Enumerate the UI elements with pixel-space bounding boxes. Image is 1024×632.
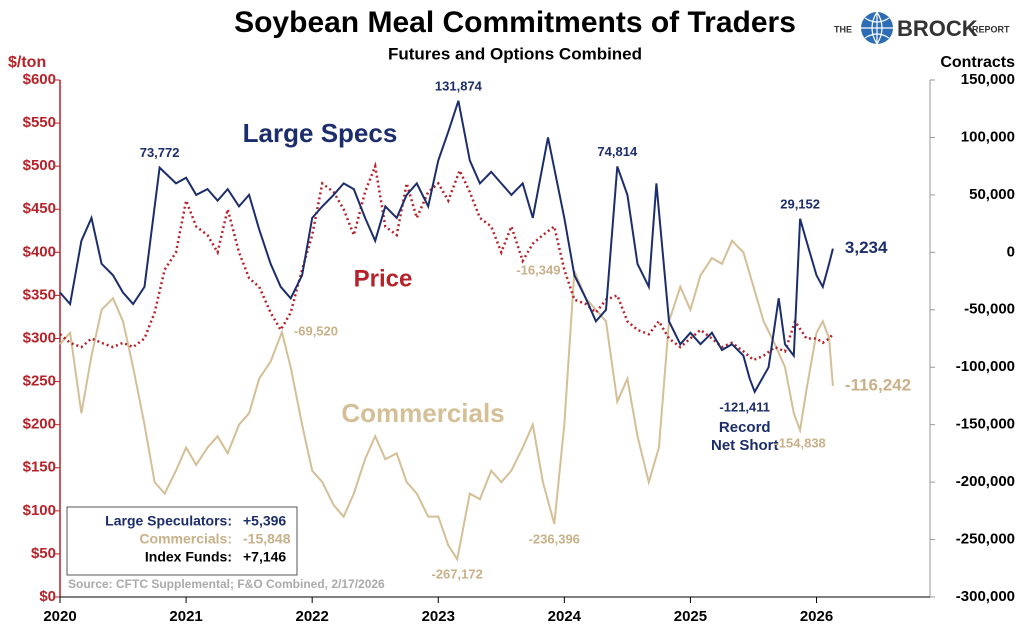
y-tick-label: $400 (23, 243, 56, 260)
series-name: Large Specs (243, 118, 398, 148)
point-label: 29,152 (780, 196, 820, 211)
y-tick-label: $0 (39, 588, 56, 605)
chart-title: Soybean Meal Commitments of Traders (234, 6, 796, 39)
y-tick-label: $50 (31, 545, 56, 562)
x-tick-label: 2023 (422, 608, 455, 625)
series-line (59, 100, 834, 395)
y2-tick-label: 50,000 (969, 186, 1015, 203)
logo-text: BROCK (897, 16, 978, 41)
y2-axis-label: Contracts (940, 54, 1015, 71)
summary-box (66, 506, 298, 576)
point-label: 73,772 (140, 145, 180, 160)
x-tick-label: 2022 (295, 608, 328, 625)
y-tick-label: $500 (23, 157, 56, 174)
annotation-note: Record (719, 419, 771, 436)
series-name: Price (354, 265, 413, 292)
annotation-note: Net Short (711, 437, 779, 454)
logo: THE BROCK REPORT (834, 11, 1010, 45)
series-line (59, 239, 834, 562)
y-tick-label: $600 (23, 71, 56, 88)
y-tick-label: $450 (23, 200, 56, 217)
y-tick-label: $350 (23, 286, 56, 303)
y-tick-label: $250 (23, 373, 56, 390)
y2-tick-label: -50,000 (964, 301, 1015, 318)
point-label: -69,520 (294, 324, 338, 339)
y2-tick-label: 150,000 (961, 71, 1015, 88)
point-label: 131,874 (435, 78, 483, 93)
point-label: -16,349 (516, 263, 560, 278)
logo-grid (861, 11, 893, 45)
y-tick-label: $300 (23, 329, 56, 346)
point-label: 74,814 (597, 144, 638, 159)
point-label: -236,396 (529, 531, 580, 546)
point-label: -116,242 (845, 375, 911, 394)
x-tick-label: 2025 (674, 608, 707, 625)
y2-tick-label: -250,000 (956, 531, 1015, 548)
y2-tick-label: -150,000 (956, 416, 1015, 433)
point-label: -121,411 (719, 399, 770, 414)
y2-tick-label: -100,000 (956, 358, 1015, 375)
logo-text: THE (834, 24, 852, 34)
x-tick-label: 2024 (548, 608, 582, 625)
y-tick-label: $550 (23, 114, 56, 131)
series-line (59, 161, 834, 362)
summary-value: -15,848 (243, 531, 291, 547)
chart-subtitle: Futures and Options Combined (388, 44, 642, 63)
logo-text: REPORT (972, 24, 1010, 34)
summary-value: +5,396 (243, 513, 286, 529)
summary-value: +7,146 (243, 549, 286, 565)
source-note: Source: CFTC Supplemental; F&O Combined,… (68, 577, 385, 591)
y-tick-label: $200 (23, 416, 56, 433)
y2-tick-label: 0 (1007, 243, 1015, 260)
y-tick-label: $150 (23, 459, 56, 476)
y-axis-label: $/ton (8, 54, 46, 71)
x-tick-label: 2026 (800, 608, 833, 625)
series-name: Commercials (341, 398, 504, 428)
summary-name: Commercials: (139, 531, 232, 547)
x-tick-label: 2020 (43, 608, 76, 625)
point-label: 3,234 (845, 238, 888, 257)
summary-name: Large Speculators: (105, 513, 232, 529)
summary-name: Index Funds: (145, 549, 232, 565)
y2-tick-label: -200,000 (956, 473, 1015, 490)
y2-tick-label: -300,000 (956, 588, 1015, 605)
point-label: -267,172 (432, 567, 483, 582)
x-tick-label: 2021 (169, 608, 202, 625)
y2-tick-label: 100,000 (961, 128, 1015, 145)
y-tick-label: $100 (23, 502, 56, 519)
point-label: -154,838 (774, 436, 825, 451)
